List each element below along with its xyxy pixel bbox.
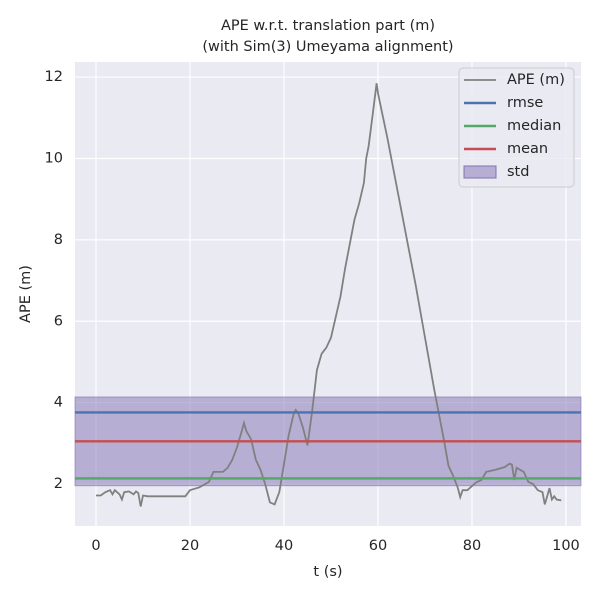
legend-label: std [507, 164, 529, 180]
y-tick-label: 2 [54, 476, 63, 492]
legend-box [458, 67, 575, 188]
y-tick-label: 6 [54, 313, 63, 329]
chart-title: APE w.r.t. translation part (m) [221, 18, 435, 34]
legend-label: mean [507, 141, 548, 157]
x-axis-label: t (s) [313, 564, 342, 580]
y-axis-label: APE (m) [18, 265, 34, 323]
legend-label: rmse [507, 95, 543, 111]
x-tick-label: 80 [463, 538, 481, 554]
chart-subtitle: (with Sim(3) Umeyama alignment) [202, 39, 453, 55]
y-tick-label: 10 [45, 150, 63, 166]
legend-swatch [463, 165, 497, 179]
x-tick-label: 20 [181, 538, 199, 554]
legend-label: APE (m) [507, 72, 565, 88]
y-tick-label: 8 [54, 232, 63, 248]
y-tick-label: 4 [54, 395, 63, 411]
x-tick-label: 0 [91, 538, 100, 554]
x-tick-label: 60 [369, 538, 387, 554]
x-tick-label: 100 [552, 538, 580, 554]
x-tick-label: 40 [275, 538, 293, 554]
legend-label: median [507, 118, 561, 134]
y-tick-label: 12 [45, 69, 63, 85]
ape-line [96, 83, 562, 507]
